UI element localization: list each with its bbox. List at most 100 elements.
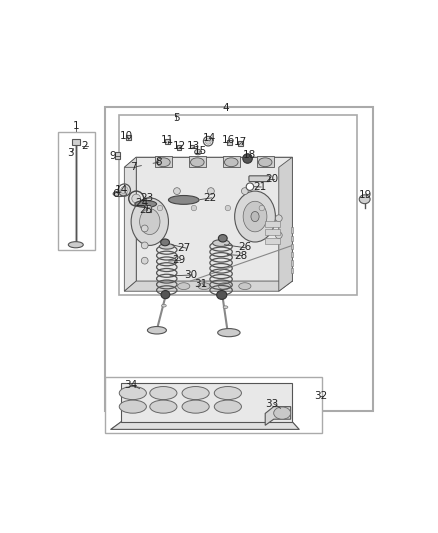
- Bar: [105, 107, 373, 411]
- Bar: [115, 152, 120, 159]
- Text: 17: 17: [234, 136, 247, 147]
- Text: 26: 26: [239, 242, 252, 252]
- Bar: [257, 157, 274, 167]
- Ellipse shape: [198, 282, 210, 289]
- Bar: [146, 206, 151, 213]
- Text: 32: 32: [314, 391, 328, 401]
- Text: 28: 28: [234, 251, 248, 261]
- Text: 21: 21: [253, 182, 266, 192]
- Bar: [105, 377, 322, 433]
- Polygon shape: [121, 383, 293, 422]
- Ellipse shape: [214, 386, 241, 400]
- Ellipse shape: [159, 244, 174, 249]
- Ellipse shape: [246, 183, 254, 190]
- Text: 18: 18: [243, 150, 256, 160]
- Ellipse shape: [68, 241, 83, 248]
- Bar: [165, 139, 170, 144]
- Text: 29: 29: [173, 255, 186, 265]
- Bar: [291, 252, 293, 257]
- Ellipse shape: [161, 290, 170, 298]
- Ellipse shape: [148, 327, 166, 334]
- Ellipse shape: [225, 205, 230, 211]
- Text: 23: 23: [141, 193, 154, 203]
- Bar: [72, 140, 80, 145]
- Text: 25: 25: [139, 205, 152, 215]
- Ellipse shape: [157, 158, 170, 167]
- Text: 20: 20: [265, 174, 278, 183]
- Ellipse shape: [243, 154, 252, 163]
- Ellipse shape: [225, 158, 238, 167]
- Polygon shape: [279, 157, 293, 291]
- Ellipse shape: [191, 205, 197, 211]
- Text: 1: 1: [73, 121, 79, 131]
- Bar: [227, 140, 232, 144]
- Bar: [177, 146, 181, 150]
- Text: 7: 7: [130, 161, 137, 172]
- Ellipse shape: [141, 242, 148, 249]
- Ellipse shape: [219, 282, 230, 289]
- Bar: [223, 157, 240, 167]
- Ellipse shape: [214, 400, 241, 413]
- Ellipse shape: [235, 191, 276, 242]
- Ellipse shape: [239, 282, 251, 289]
- Ellipse shape: [161, 239, 170, 246]
- Text: 33: 33: [265, 399, 278, 409]
- Polygon shape: [124, 157, 136, 291]
- Ellipse shape: [173, 188, 180, 195]
- Ellipse shape: [212, 240, 230, 246]
- Bar: [291, 227, 293, 232]
- Polygon shape: [136, 157, 293, 281]
- Ellipse shape: [243, 201, 267, 232]
- Ellipse shape: [113, 191, 127, 197]
- Polygon shape: [111, 422, 299, 430]
- Bar: [58, 132, 95, 251]
- Text: 13: 13: [187, 141, 200, 151]
- Ellipse shape: [141, 225, 148, 232]
- Text: 14: 14: [115, 185, 128, 195]
- Text: 3: 3: [67, 148, 74, 158]
- Text: 2: 2: [81, 141, 88, 151]
- Ellipse shape: [182, 386, 209, 400]
- Text: 9: 9: [110, 151, 117, 161]
- Ellipse shape: [205, 138, 211, 144]
- Text: 8: 8: [155, 157, 162, 167]
- Ellipse shape: [274, 407, 291, 419]
- Text: 34: 34: [124, 380, 138, 390]
- Ellipse shape: [150, 400, 177, 413]
- Text: 14: 14: [202, 133, 216, 143]
- Ellipse shape: [359, 195, 370, 204]
- Ellipse shape: [208, 188, 214, 195]
- Bar: [265, 229, 280, 235]
- Ellipse shape: [140, 209, 160, 235]
- Ellipse shape: [169, 196, 199, 204]
- Bar: [291, 268, 293, 273]
- Text: 5: 5: [173, 113, 180, 123]
- Bar: [265, 221, 280, 227]
- Bar: [291, 236, 293, 241]
- Bar: [265, 238, 280, 244]
- Ellipse shape: [182, 400, 209, 413]
- Text: 6: 6: [112, 190, 119, 199]
- Ellipse shape: [135, 200, 157, 207]
- Ellipse shape: [191, 158, 204, 167]
- Ellipse shape: [132, 194, 141, 203]
- Text: 30: 30: [184, 270, 197, 280]
- Bar: [291, 244, 293, 249]
- FancyBboxPatch shape: [249, 176, 270, 182]
- Ellipse shape: [217, 290, 227, 300]
- Bar: [155, 157, 172, 167]
- Ellipse shape: [276, 232, 282, 239]
- Text: 24: 24: [136, 198, 149, 208]
- Polygon shape: [265, 407, 291, 425]
- Text: 10: 10: [120, 131, 133, 141]
- Bar: [190, 146, 194, 148]
- Ellipse shape: [145, 205, 151, 207]
- Ellipse shape: [258, 158, 272, 167]
- Text: 4: 4: [223, 103, 230, 114]
- Ellipse shape: [119, 400, 146, 413]
- Polygon shape: [124, 157, 293, 167]
- Ellipse shape: [162, 304, 166, 307]
- Ellipse shape: [141, 257, 148, 264]
- Text: 11: 11: [161, 135, 174, 145]
- Text: 16: 16: [222, 135, 235, 145]
